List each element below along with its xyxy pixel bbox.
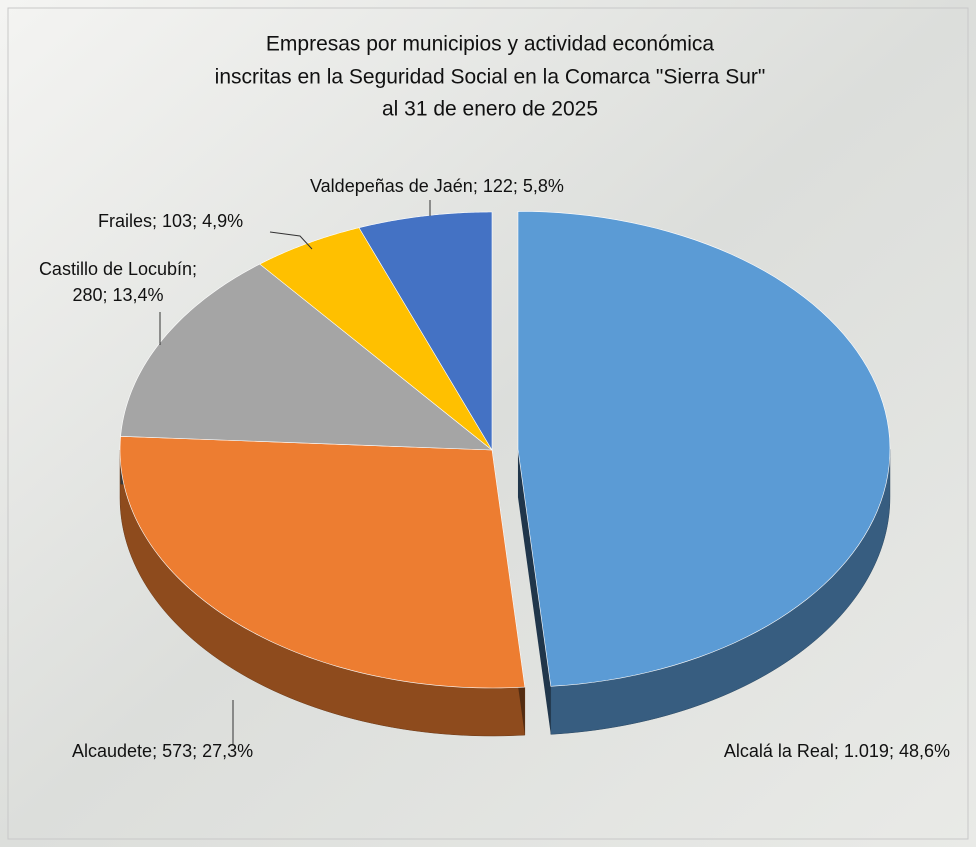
label-part: 573 bbox=[162, 741, 192, 761]
slice bbox=[517, 210, 891, 687]
label-part: 103 bbox=[162, 211, 192, 231]
label-part: 4,9% bbox=[202, 211, 243, 231]
label-part: 122 bbox=[483, 176, 513, 196]
slice-cut bbox=[517, 449, 551, 735]
label-part: 13,4% bbox=[113, 285, 164, 305]
label-part: Alcalá la Real bbox=[724, 741, 834, 761]
label-part: Alcaudete bbox=[72, 741, 152, 761]
label-separator: ; bbox=[152, 741, 162, 761]
label-part: 48,6% bbox=[899, 741, 950, 761]
label-part: Valdepeñas de Jaén bbox=[310, 176, 473, 196]
label-part: 5,8% bbox=[523, 176, 564, 196]
leader-line bbox=[269, 231, 313, 250]
label-separator: ; bbox=[473, 176, 483, 196]
chart-title: inscritas en la Seguridad Social en la C… bbox=[215, 66, 766, 89]
label-part: Castillo de Locubín bbox=[39, 259, 192, 279]
label-part: 280 bbox=[72, 285, 102, 305]
data-label: Frailes; 103; 4,9% bbox=[98, 211, 243, 231]
label-separator: ; bbox=[192, 211, 202, 231]
data-label: Alcaudete; 573; 27,3% bbox=[72, 741, 253, 761]
label-separator: ; bbox=[834, 741, 844, 761]
label-separator: ; bbox=[513, 176, 523, 196]
data-label: Castillo de Locubín; bbox=[39, 259, 197, 279]
label-part: Frailes bbox=[98, 211, 152, 231]
label-separator: ; bbox=[152, 211, 162, 231]
data-label: Alcalá la Real; 1.019; 48,6% bbox=[724, 741, 950, 761]
label-part: 1.019 bbox=[844, 741, 889, 761]
chart-title: Empresas por municipios y actividad econ… bbox=[266, 33, 715, 56]
data-label: 280; 13,4% bbox=[72, 285, 163, 305]
label-separator: ; bbox=[192, 741, 202, 761]
chart-border bbox=[7, 7, 969, 840]
data-label: Valdepeñas de Jaén; 122; 5,8% bbox=[310, 176, 564, 196]
label-separator: ; bbox=[192, 259, 197, 279]
slice bbox=[120, 263, 493, 451]
label-separator: ; bbox=[889, 741, 899, 761]
chart-title: al 31 de enero de 2025 bbox=[382, 98, 598, 121]
label-separator: ; bbox=[102, 285, 112, 305]
slice bbox=[358, 211, 493, 452]
label-part: 27,3% bbox=[202, 741, 253, 761]
slice bbox=[119, 435, 526, 689]
